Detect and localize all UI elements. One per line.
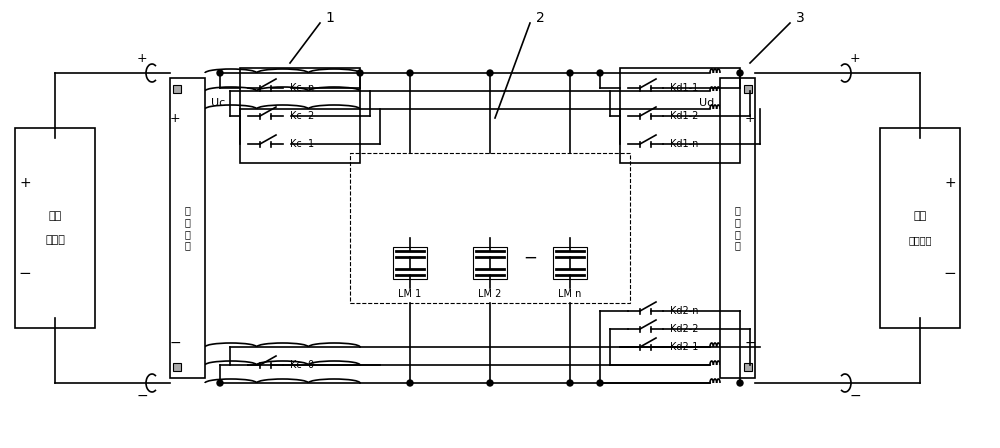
Text: −: − bbox=[849, 389, 861, 403]
Text: −: − bbox=[136, 389, 148, 403]
Text: +: + bbox=[137, 52, 147, 65]
Bar bbox=[744, 85, 752, 93]
Text: 3: 3 bbox=[796, 11, 804, 25]
Bar bbox=[170, 78, 205, 378]
Text: +: + bbox=[850, 52, 860, 65]
Circle shape bbox=[217, 380, 223, 386]
Text: LM 2: LM 2 bbox=[478, 289, 502, 299]
Text: +: + bbox=[170, 112, 180, 125]
Circle shape bbox=[357, 70, 363, 76]
Text: Kd1-2: Kd1-2 bbox=[670, 111, 698, 121]
Bar bbox=[620, 68, 740, 163]
Circle shape bbox=[407, 70, 413, 76]
Circle shape bbox=[567, 380, 573, 386]
Text: 高压: 高压 bbox=[48, 211, 62, 221]
Text: −: − bbox=[523, 249, 537, 267]
Text: Kd2-1: Kd2-1 bbox=[670, 342, 698, 352]
Text: +: + bbox=[944, 176, 956, 190]
Bar bbox=[720, 78, 755, 378]
Bar bbox=[393, 247, 427, 279]
Circle shape bbox=[217, 70, 223, 76]
Bar bbox=[553, 247, 587, 279]
Bar bbox=[880, 128, 960, 328]
Text: −: − bbox=[169, 336, 181, 350]
Text: 电控: 电控 bbox=[913, 211, 927, 221]
Circle shape bbox=[737, 380, 743, 386]
Text: Kd2-n: Kd2-n bbox=[670, 306, 698, 316]
Circle shape bbox=[487, 70, 493, 76]
Text: Kd1-n: Kd1-n bbox=[670, 139, 698, 149]
Bar bbox=[473, 247, 507, 279]
Circle shape bbox=[597, 380, 603, 386]
Text: +: + bbox=[19, 176, 31, 190]
Circle shape bbox=[597, 70, 603, 76]
Bar bbox=[240, 68, 360, 163]
Bar bbox=[15, 128, 95, 328]
Circle shape bbox=[567, 70, 573, 76]
Circle shape bbox=[487, 380, 493, 386]
Bar bbox=[173, 85, 181, 93]
Text: −: − bbox=[19, 266, 31, 280]
Bar bbox=[744, 363, 752, 371]
Text: （低压）: （低压） bbox=[908, 235, 932, 245]
Text: +: + bbox=[745, 112, 755, 125]
Text: −: − bbox=[744, 336, 756, 350]
Text: LM n: LM n bbox=[558, 289, 582, 299]
Text: 充
电
电
池: 充 电 电 池 bbox=[185, 206, 190, 250]
Text: Uc: Uc bbox=[211, 98, 225, 108]
Text: 充电桩: 充电桩 bbox=[45, 235, 65, 245]
Text: Kc  n: Kc n bbox=[290, 83, 314, 93]
Text: LM 1: LM 1 bbox=[398, 289, 422, 299]
Text: Kc  1: Kc 1 bbox=[290, 139, 314, 149]
Text: 放
电
电
池: 放 电 电 池 bbox=[735, 206, 740, 250]
Circle shape bbox=[737, 70, 743, 76]
Bar bbox=[350, 153, 630, 303]
Text: Kd1-1: Kd1-1 bbox=[670, 83, 698, 93]
Text: Kd2-2: Kd2-2 bbox=[670, 324, 698, 334]
Text: Kc  2: Kc 2 bbox=[290, 111, 314, 121]
Text: Kc  0: Kc 0 bbox=[290, 360, 314, 370]
Circle shape bbox=[407, 380, 413, 386]
Text: −: − bbox=[944, 266, 956, 280]
Text: Ud: Ud bbox=[699, 98, 714, 108]
Bar bbox=[173, 363, 181, 371]
Text: 2: 2 bbox=[536, 11, 544, 25]
Text: 1: 1 bbox=[326, 11, 334, 25]
